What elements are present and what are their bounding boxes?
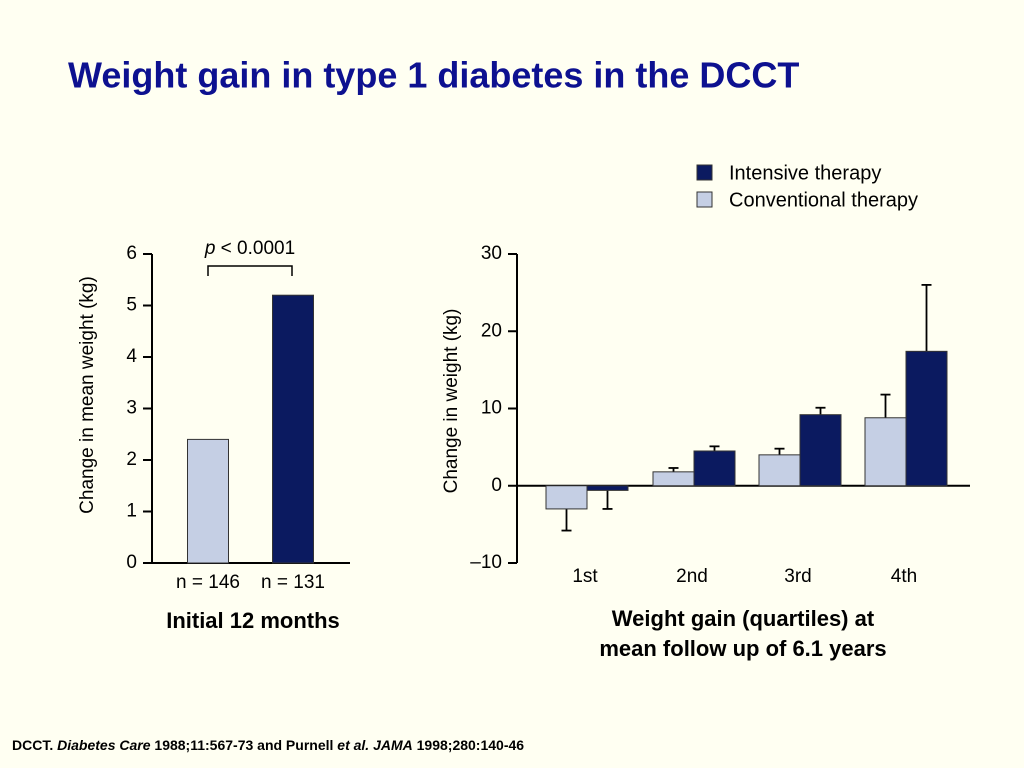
x-axis-label: Weight gain (quartiles) at [612, 606, 875, 631]
legend-label: Intensive therapy [729, 162, 881, 184]
x-axis-label: Initial 12 months [166, 608, 340, 633]
bar [799, 414, 842, 487]
slide-title: Weight gain in type 1 diabetes in the DC… [68, 55, 799, 96]
bar [905, 350, 948, 487]
bar [272, 294, 314, 564]
y-tick-label: 4 [126, 346, 137, 367]
x-tick-label: n = 146 [176, 572, 240, 593]
p-value-part: p [204, 238, 216, 259]
x-tick-label: 1st [572, 566, 598, 587]
y-tick-label: 6 [126, 243, 137, 264]
y-tick-label: –10 [470, 552, 502, 573]
bar [758, 454, 801, 487]
y-tick-label: 10 [481, 398, 502, 419]
footnote: DCCT. Diabetes Care 1988;11:567-73 and P… [12, 737, 524, 753]
x-tick-label: 3rd [784, 566, 811, 587]
x-tick-label: 2nd [676, 566, 708, 587]
p-value: p < 0.0001 [204, 238, 295, 259]
y-axis-label: Change in weight (kg) [441, 309, 462, 494]
y-tick-label: 1 [126, 501, 137, 522]
bracket [207, 265, 293, 276]
y-axis-label: Change in mean weight (kg) [77, 276, 98, 514]
bar [652, 471, 695, 487]
y-tick-label: 20 [481, 320, 502, 341]
bar [864, 417, 907, 487]
bar [545, 485, 588, 510]
footnote-part: 1988;11:567-73 and Purnell [151, 737, 338, 753]
footnote-part: 1998;280:140-46 [413, 737, 525, 753]
y-tick-label: 2 [126, 449, 137, 470]
p-value-part: < 0.0001 [215, 238, 295, 259]
footnote-part: et al. JAMA [337, 737, 412, 753]
y-tick-label: 0 [126, 552, 137, 573]
footnote-part: DCCT. [12, 737, 57, 753]
y-tick-label: 3 [126, 398, 137, 419]
bar [586, 485, 629, 491]
y-tick-label: 30 [481, 243, 502, 264]
footnote-part: Diabetes Care [57, 737, 151, 753]
x-tick-label: n = 131 [261, 572, 325, 593]
bar [187, 438, 229, 564]
y-tick-label: 0 [491, 475, 502, 496]
legend-swatch [696, 164, 713, 181]
y-tick-label: 5 [126, 295, 137, 316]
x-tick-label: 4th [891, 566, 917, 587]
bar [693, 450, 736, 487]
legend-label: Conventional therapy [729, 189, 918, 211]
x-axis-label: mean follow up of 6.1 years [599, 636, 886, 661]
legend-swatch [696, 191, 713, 208]
